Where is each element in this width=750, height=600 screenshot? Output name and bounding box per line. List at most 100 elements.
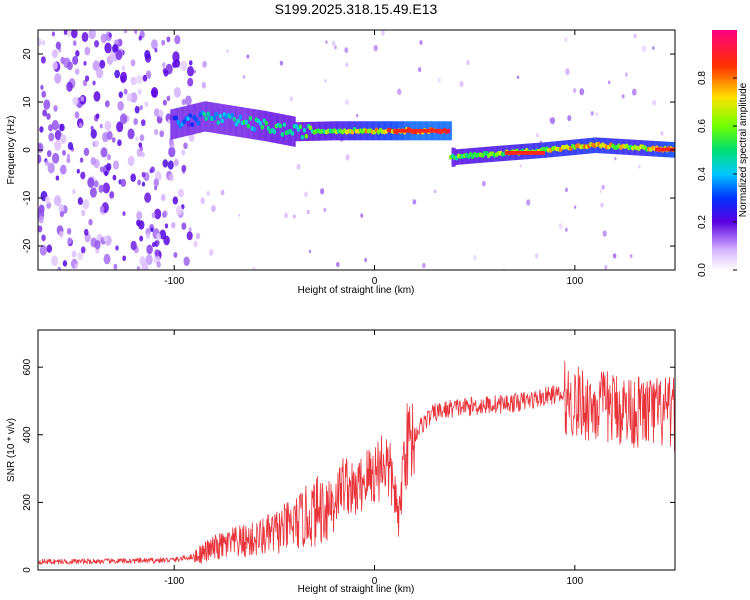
x-tick-label: 100 [566,576,583,587]
spectrogram-noise-cell [344,99,349,106]
spectrogram-noise-cell [130,92,138,103]
spectrogram-ridge-halo [200,102,203,133]
spectrogram-ridge-cell [232,116,237,122]
spectrogram-noise-cell [99,123,103,129]
spectrogram-noise-cell [156,232,161,241]
spectrogram-noise-cell [624,72,628,77]
spectrogram-noise-cell [103,253,111,265]
spectrogram-noise-cell [567,114,572,122]
spectrogram-noise-cell [604,264,608,270]
spectrogram-noise-cell [106,153,112,161]
spectrogram-noise-cell [226,49,229,54]
spectrogram-noise-cell [106,162,112,171]
snr-ylabel: SNR (10 * v/v) [6,418,17,482]
spectrogram-noise-cell [344,47,349,54]
spectrogram-noise-cell [58,203,65,213]
spectrogram-ridge-halo [191,104,194,135]
spectrogram-noise-cell [79,157,84,163]
spectrogram-noise-cell [112,160,120,170]
spectrogram-noise-cell [136,211,143,220]
spectrogram-noise-cell [67,237,72,245]
spectrogram-noise-cell [66,227,72,235]
spectrogram-noise-cell [117,100,124,111]
spectrogram-noise-cell [171,221,176,229]
spectrogram-noise-cell [187,66,195,77]
spectrogram-ridge-halo [207,101,210,133]
spectrogram-noise-cell [526,199,531,206]
spectrogram-noise-cell [42,109,48,117]
snr-y-ticks: 0 200 400 600 [22,358,675,573]
spectrogram-noise-cell [397,88,402,95]
spectrogram-noise-cell [211,204,216,213]
spectrogram-noise-cell [172,196,179,205]
spectrogram-noise-cell [185,95,192,106]
spectrogram-noise-cell [55,175,60,181]
spectrogram-noise-cell [631,88,637,96]
spectrogram-noise-cell [104,100,110,108]
spectrogram-noise-cell [156,173,162,181]
spectrogram-noise-cell [38,37,42,47]
spectrogram-ridge-cell [290,131,295,136]
spectrogram-ridge-halo [256,109,259,140]
spectrogram-noise-cell [48,124,53,132]
spectrogram-ridge-halo [254,109,257,140]
y-tick-label: 0 [22,567,33,573]
spectrogram-noise-cell [122,211,126,216]
spectrogram-noise-cell [153,108,160,117]
spectrogram-ridge-cell [176,119,181,125]
spectrogram-noise-cell [134,105,140,114]
spectrogram-noise-cell [186,231,193,241]
spectrogram-noise-cell [130,240,137,251]
spectrogram-noise-cell [162,159,169,168]
spectrogram-ridge-halo [199,102,201,133]
spectrogram-ridge-cell [174,115,179,121]
spectrogram-ridge-halo [296,122,299,142]
spectrogram-ridge-halo [284,114,287,145]
spectrogram-noise-cell [154,185,158,191]
spectrogram-noise-cell [607,80,611,85]
spectrogram-ridge-halo [235,106,237,137]
spectrogram-ridge-halo [280,114,283,145]
spectrogram-noise-cell [38,225,43,233]
spectrogram-noise-cell [122,115,126,122]
spectrogram-noise-cell [180,60,188,71]
colorbar-gradient [712,30,737,270]
spectrogram-noise-cell [126,93,133,102]
spectrogram-ridge-cell [190,122,195,128]
spectrogram-noise-cell [144,49,151,60]
spectrogram-noise-cell [168,173,174,182]
spectrogram-noise-cell [141,151,145,158]
spectrogram-ridge-halo [295,122,298,142]
spectrogram-noise-cell [324,79,327,83]
spectrogram-noise-cell [102,182,110,194]
spectrogram-ridge-cell [236,118,241,124]
spectrogram-noise-cell [536,133,539,138]
spectrogram-noise-cell [71,250,77,258]
y-tick-label: -20 [22,238,33,253]
x-tick-label: -100 [164,576,184,587]
spectrogram-noise-cell [40,84,44,90]
spectrogram-ridge-core [394,128,449,133]
spectrogram-noise-cell [117,139,122,147]
spectrogram-noise-cell [67,141,74,150]
spectrogram-noise-cell [98,184,104,193]
spectrogram-noise-cell [602,230,607,237]
spectrogram-noise-cell [133,118,139,126]
spectrogram-ridge-cell [260,124,265,130]
spectrogram-noise-cell [82,79,88,87]
spectrogram-ylabel: Frequency (Hz) [6,116,17,185]
spectrogram-ridge-halo [272,112,275,143]
spectrogram-ridge-cell [238,114,243,120]
spectrogram-noise-cell [660,131,664,136]
colorbar-tick-label: 0.6 [697,119,708,133]
spectrogram-noise-cell [51,255,59,267]
spectrogram-ridge-halo [269,111,272,143]
spectrogram-noise-cell [94,40,100,48]
spectrogram-noise-cell [88,218,93,226]
spectrogram-noise-cell [516,75,520,80]
spectrogram-ridge-halo [306,121,308,141]
spectrogram-noise-cell [161,62,166,68]
spectrogram-noise-cell [72,55,79,65]
spectrogram-ridge-halo [300,122,302,142]
spectrogram-noise-cell [144,101,149,108]
